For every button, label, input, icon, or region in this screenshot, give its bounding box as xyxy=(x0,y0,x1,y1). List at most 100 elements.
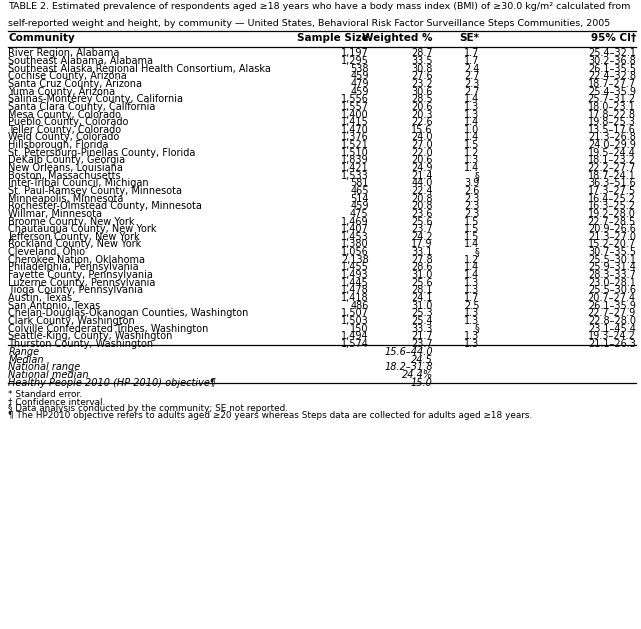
Text: 28.3–33.7: 28.3–33.7 xyxy=(588,270,636,280)
Text: 1,556: 1,556 xyxy=(341,94,369,104)
Text: 26.1–35.9: 26.1–35.9 xyxy=(588,301,636,311)
Text: 23.2: 23.2 xyxy=(411,79,433,89)
Text: Hillsborough, Florida: Hillsborough, Florida xyxy=(8,140,109,150)
Text: 30.7–35.5: 30.7–35.5 xyxy=(588,247,636,257)
Text: 21.1–26.3: 21.1–26.3 xyxy=(588,339,636,349)
Text: Southeast Alabama, Alabama: Southeast Alabama, Alabama xyxy=(8,56,153,66)
Text: 18.7–27.7: 18.7–27.7 xyxy=(588,79,636,89)
Text: 19.2–28.0: 19.2–28.0 xyxy=(588,209,636,219)
Text: self-reported weight and height, by community — United States, Behavioral Risk F: self-reported weight and height, by comm… xyxy=(8,19,611,28)
Text: National range: National range xyxy=(8,362,81,372)
Text: Cherokee Nation, Oklahoma: Cherokee Nation, Oklahoma xyxy=(8,255,146,265)
Text: 25.4–32.1: 25.4–32.1 xyxy=(588,48,636,58)
Text: 1,407: 1,407 xyxy=(341,224,369,234)
Text: 1.4: 1.4 xyxy=(464,163,479,173)
Text: 30.2–36.8: 30.2–36.8 xyxy=(588,56,636,66)
Text: 18.2–31.8: 18.2–31.8 xyxy=(384,362,433,372)
Text: Boston, Massachusetts: Boston, Massachusetts xyxy=(8,170,121,181)
Text: 23.7: 23.7 xyxy=(411,224,433,234)
Text: 1.2: 1.2 xyxy=(464,255,479,265)
Text: 1,197: 1,197 xyxy=(341,48,369,58)
Text: 24.5: 24.5 xyxy=(411,355,433,365)
Text: 2.7: 2.7 xyxy=(464,87,479,97)
Text: 24.4%: 24.4% xyxy=(401,370,433,380)
Text: Pueblo County, Colorado: Pueblo County, Colorado xyxy=(8,117,129,127)
Text: Community: Community xyxy=(8,33,75,43)
Text: 15.6–44.0: 15.6–44.0 xyxy=(384,347,433,357)
Text: 1,478: 1,478 xyxy=(341,286,369,296)
Text: 1.3: 1.3 xyxy=(464,308,479,318)
Text: 31.0: 31.0 xyxy=(412,301,433,311)
Text: 25.5–30.1: 25.5–30.1 xyxy=(588,255,636,265)
Text: 2.5: 2.5 xyxy=(464,301,479,311)
Text: Healthy People 2010 (HP 2010) objective¶: Healthy People 2010 (HP 2010) objective¶ xyxy=(8,377,217,387)
Text: River Region, Alabama: River Region, Alabama xyxy=(8,48,120,58)
Text: 23.0–28.1: 23.0–28.1 xyxy=(588,277,636,287)
Text: 459: 459 xyxy=(350,201,369,211)
Text: Tioga County, Pennsylvania: Tioga County, Pennsylvania xyxy=(8,286,144,296)
Text: 1,376: 1,376 xyxy=(341,133,369,143)
Text: 20.7–27.4: 20.7–27.4 xyxy=(588,293,636,303)
Text: 25.7–31.2: 25.7–31.2 xyxy=(588,94,636,104)
Text: 459: 459 xyxy=(350,87,369,97)
Text: Santa Clara County, California: Santa Clara County, California xyxy=(8,102,156,112)
Text: 2.7: 2.7 xyxy=(464,71,479,81)
Text: DeKalb County, Georgia: DeKalb County, Georgia xyxy=(8,155,126,165)
Text: Minneapolis, Minnesota: Minneapolis, Minnesota xyxy=(8,194,124,204)
Text: 2.3: 2.3 xyxy=(464,209,479,219)
Text: TABLE 2. Estimated prevalence of respondents aged ≥18 years who have a body mass: TABLE 2. Estimated prevalence of respond… xyxy=(8,2,631,11)
Text: 25.4–35.9: 25.4–35.9 xyxy=(588,87,636,97)
Text: 1,455: 1,455 xyxy=(341,262,369,272)
Text: 21.7: 21.7 xyxy=(411,331,433,341)
Text: Chautauqua County, New York: Chautauqua County, New York xyxy=(8,224,157,234)
Text: 23.6: 23.6 xyxy=(411,209,433,219)
Text: §: § xyxy=(474,247,479,257)
Text: Thurston County, Washington: Thurston County, Washington xyxy=(8,339,153,349)
Text: 25.3: 25.3 xyxy=(411,308,433,318)
Text: Seattle-King, County, Washington: Seattle-King, County, Washington xyxy=(8,331,172,341)
Text: 22.7–27.9: 22.7–27.9 xyxy=(588,308,636,318)
Text: 1,421: 1,421 xyxy=(341,163,369,173)
Text: 20.8: 20.8 xyxy=(411,201,433,211)
Text: 1.7: 1.7 xyxy=(464,48,479,58)
Text: 15.6: 15.6 xyxy=(411,125,433,135)
Text: Clark County, Washington: Clark County, Washington xyxy=(8,316,135,326)
Text: 1,507: 1,507 xyxy=(341,308,369,318)
Text: 1.4: 1.4 xyxy=(464,270,479,280)
Text: 1,445: 1,445 xyxy=(341,277,369,287)
Text: §: § xyxy=(474,323,479,333)
Text: 1,418: 1,418 xyxy=(341,293,369,303)
Text: 465: 465 xyxy=(350,186,369,196)
Text: 30.6: 30.6 xyxy=(412,87,433,97)
Text: Chelan-Douglas-Okanogan Counties, Washington: Chelan-Douglas-Okanogan Counties, Washin… xyxy=(8,308,249,318)
Text: Austin, Texas: Austin, Texas xyxy=(8,293,72,303)
Text: Cochise County, Arizona: Cochise County, Arizona xyxy=(8,71,127,81)
Text: 22.4–32.8: 22.4–32.8 xyxy=(588,71,636,81)
Text: 1,470: 1,470 xyxy=(341,125,369,135)
Text: 1.3: 1.3 xyxy=(464,109,479,120)
Text: 1.3: 1.3 xyxy=(464,277,479,287)
Text: 25.9–31.4: 25.9–31.4 xyxy=(588,262,636,272)
Text: 1.7: 1.7 xyxy=(464,56,479,66)
Text: 2.3: 2.3 xyxy=(464,79,479,89)
Text: 28.5: 28.5 xyxy=(411,94,433,104)
Text: 475: 475 xyxy=(350,209,369,219)
Text: 23.7: 23.7 xyxy=(411,339,433,349)
Text: 15.0: 15.0 xyxy=(411,377,433,387)
Text: 17.3–27.5: 17.3–27.5 xyxy=(588,186,636,196)
Text: 20.9–26.6: 20.9–26.6 xyxy=(588,224,636,234)
Text: Mesa County, Colorado: Mesa County, Colorado xyxy=(8,109,121,120)
Text: 27.0: 27.0 xyxy=(411,140,433,150)
Text: 22.7–28.5: 22.7–28.5 xyxy=(588,216,636,226)
Text: Teller County, Colorado: Teller County, Colorado xyxy=(8,125,121,135)
Text: 25.6: 25.6 xyxy=(411,216,433,226)
Text: 27.8: 27.8 xyxy=(411,255,433,265)
Text: 17.8–22.8: 17.8–22.8 xyxy=(588,109,636,120)
Text: Median: Median xyxy=(8,355,44,365)
Text: National median: National median xyxy=(8,370,89,380)
Text: 15.2–20.7: 15.2–20.7 xyxy=(588,240,636,250)
Text: 33.3: 33.3 xyxy=(412,323,433,333)
Text: 24.9: 24.9 xyxy=(411,163,433,173)
Text: 33.5: 33.5 xyxy=(411,56,433,66)
Text: 21.3–27.0: 21.3–27.0 xyxy=(588,232,636,242)
